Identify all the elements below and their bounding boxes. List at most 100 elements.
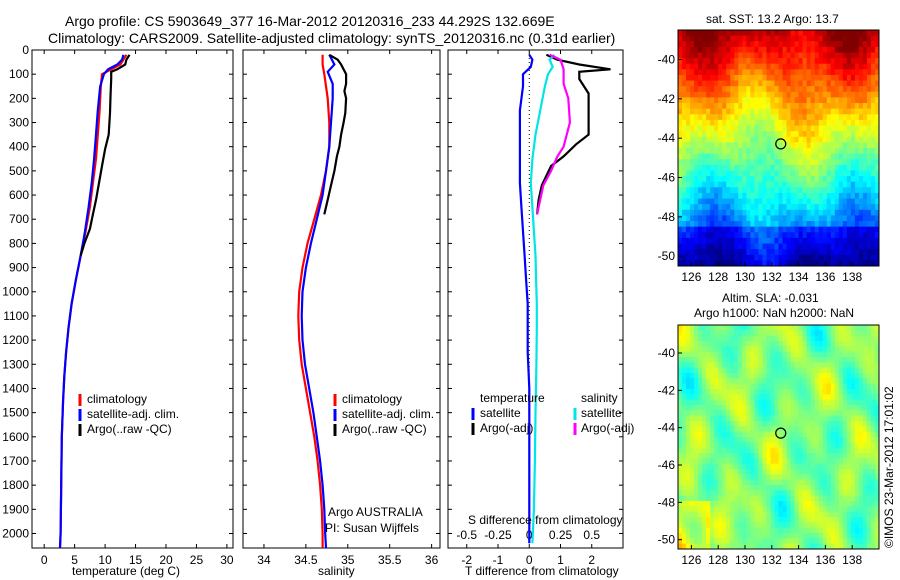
map-cell — [742, 249, 747, 256]
map-cell — [818, 469, 824, 475]
map-cell — [762, 431, 768, 438]
map-cell — [714, 378, 719, 385]
map-cell — [762, 103, 768, 110]
map-cell — [754, 159, 759, 166]
map-cell — [858, 479, 864, 486]
map-cell — [746, 458, 751, 465]
map-cell — [710, 447, 715, 454]
map-cell — [834, 103, 840, 110]
map-cell — [810, 442, 816, 449]
map-cell — [802, 405, 808, 411]
map-cell — [790, 52, 796, 59]
map-cell — [730, 474, 735, 481]
map-cell — [726, 52, 731, 59]
map-cell — [794, 341, 800, 347]
x-tick-label: 30 — [220, 553, 234, 567]
map-cell — [862, 533, 868, 539]
map-cell — [698, 533, 703, 539]
map-cell — [726, 198, 731, 205]
map-cell — [746, 41, 751, 48]
map-cell — [798, 125, 804, 132]
map-cell — [710, 453, 715, 459]
map-cell — [790, 108, 796, 115]
map-cell — [790, 136, 796, 143]
map-cell — [722, 346, 727, 353]
map-cell — [818, 260, 824, 266]
map-cell — [790, 46, 796, 54]
salinity-panel: 34 34.5 35 35.5 36climatologysatellite-adj. … — [242, 49, 441, 567]
map-cell — [870, 91, 876, 99]
map-cell — [874, 226, 879, 233]
map-cell — [794, 204, 800, 211]
map-cell — [826, 538, 832, 545]
map-cell — [806, 415, 812, 422]
map-cell — [702, 254, 707, 261]
map-cell — [810, 458, 816, 465]
map-cell — [746, 159, 751, 166]
map-cell — [866, 346, 872, 353]
map-cell — [738, 351, 743, 358]
map-cell — [690, 159, 695, 166]
map-cell — [726, 469, 731, 475]
map-cell — [874, 410, 879, 417]
map-cell — [806, 260, 812, 266]
map-cell — [766, 405, 772, 411]
map-cell — [694, 527, 699, 534]
map-cell — [782, 226, 788, 233]
map-cell — [774, 511, 780, 518]
map-cell — [830, 74, 836, 82]
map-cell — [874, 351, 879, 358]
map-cell — [874, 35, 879, 42]
map-cell — [866, 170, 872, 177]
map-cell — [762, 506, 768, 513]
map-cell — [826, 341, 832, 347]
map-cell — [738, 58, 743, 65]
map-cell — [702, 383, 707, 390]
map-cell — [806, 159, 812, 166]
map-cell — [846, 198, 852, 205]
map-cell — [794, 447, 800, 454]
map-cell — [738, 383, 743, 390]
map-cell — [778, 426, 784, 433]
map-cell — [854, 479, 860, 486]
map-cell — [822, 187, 828, 194]
map-cell — [686, 442, 691, 449]
map-cell — [706, 533, 711, 539]
map-cell — [774, 378, 780, 385]
map-cell — [726, 119, 731, 127]
map-cell — [810, 142, 816, 149]
map-cell — [866, 351, 872, 358]
map-cell — [846, 373, 852, 379]
map-cell — [690, 69, 695, 76]
map-cell — [790, 373, 796, 379]
map-cell — [802, 237, 808, 245]
map-cell — [738, 533, 743, 539]
map-cell — [686, 142, 691, 149]
map-cell — [770, 114, 776, 121]
map-cell — [742, 243, 747, 250]
map-cell — [738, 136, 743, 143]
map-cell — [786, 103, 792, 110]
map-cell — [778, 176, 784, 183]
map-cell — [766, 410, 772, 417]
map-cell — [750, 357, 755, 363]
map-cell — [770, 511, 776, 518]
map-cell — [778, 148, 784, 155]
map-cell — [822, 378, 828, 385]
map-cell — [698, 458, 703, 465]
map-cell — [850, 232, 856, 239]
map-cell — [770, 330, 776, 337]
map-cell — [810, 108, 816, 115]
map-cell — [730, 221, 735, 228]
map-cell — [734, 74, 739, 82]
map-cell — [866, 522, 872, 529]
map-cell — [834, 447, 840, 454]
map-cell — [862, 192, 868, 200]
map-cell — [846, 46, 852, 54]
map-cell — [794, 399, 800, 406]
map-cell — [742, 383, 747, 390]
map-cell — [678, 506, 683, 513]
map-cell — [682, 389, 687, 395]
map-cell — [866, 330, 872, 337]
map-cell — [722, 469, 727, 475]
